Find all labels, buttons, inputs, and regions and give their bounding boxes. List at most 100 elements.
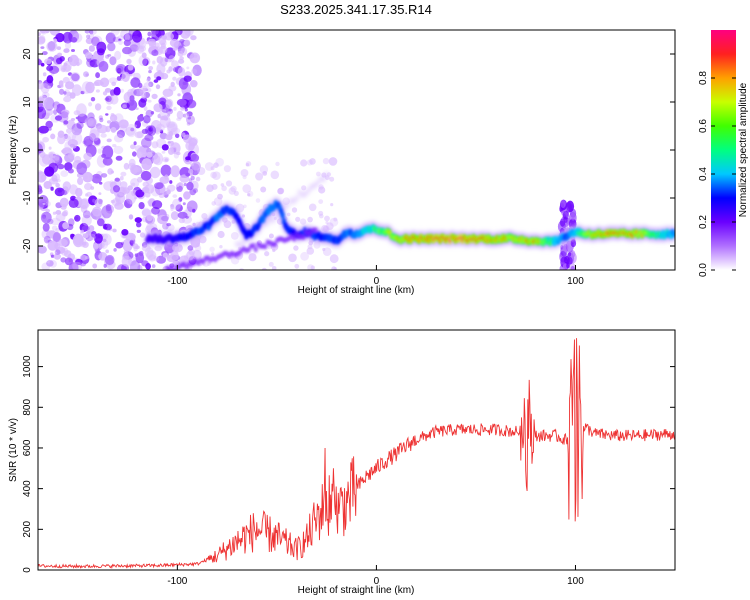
noise-speckle [121,71,130,83]
noise-speckle [82,171,93,183]
snr-x-ticks: -100 0 100 [167,565,584,587]
noise-speckle [161,150,166,154]
noise-speckle [243,204,247,209]
noise-speckle [242,184,252,194]
noise-speckle [167,123,178,136]
noise-speckle [189,173,193,176]
noise-speckle [107,42,116,52]
noise-speckle [141,128,149,135]
y-tick-label: 1000 [22,355,33,378]
noise-speckle [123,162,130,170]
noise-speckle [150,186,161,197]
noise-speckle [67,218,75,227]
noise-speckle [153,256,160,262]
noise-speckle [185,172,191,177]
noise-speckle [69,72,81,83]
colorbar-tick-label: 0.2 [698,215,709,229]
noise-speckle [294,263,300,269]
noise-speckle [70,143,77,149]
noise-speckle [156,56,163,64]
noise-speckle [119,176,124,181]
x-tick-label: 0 [374,576,380,587]
noise-speckle [105,95,112,103]
noise-speckle [129,260,141,270]
ridge-blob [251,242,256,249]
noise-speckle [197,167,206,175]
noise-speckle [44,166,55,177]
noise-speckle [179,39,185,44]
colorbar-gradient [711,30,736,270]
x-tick-label: -100 [167,276,187,287]
noise-speckle [189,52,201,64]
ridge-halo-blob [238,242,242,249]
noise-speckle [145,125,154,136]
noise-speckle [213,197,223,206]
noise-speckle [97,148,103,154]
noise-speckle [166,189,171,195]
noise-speckle [114,50,122,61]
noise-speckle [43,235,51,244]
noise-speckle [192,208,196,213]
noise-speckle [71,49,75,52]
noise-speckle [109,94,119,105]
ridge-halo-blob [282,202,287,209]
noise-speckle [149,40,157,50]
noise-speckle [308,240,314,246]
ridge-halo-blob [312,182,317,189]
noise-speckle [148,70,152,74]
noise-speckle [82,233,89,239]
noise-speckle [98,192,102,196]
noise-speckle [145,263,152,270]
y-tick-label: 400 [22,480,33,497]
noise-speckle [116,65,124,73]
noise-speckle [170,127,181,135]
noise-speckle [88,225,95,232]
noise-speckle [167,147,175,155]
ridge-halo-blob [270,217,275,224]
noise-speckle [165,98,174,109]
noise-speckle [83,152,93,161]
y-tick-label: 600 [22,439,33,456]
noise-speckle [55,32,65,43]
noise-speckle [192,64,202,77]
noise-speckle [127,64,134,71]
noise-speckle [124,33,130,41]
noise-speckle [147,99,152,103]
noise-speckle [94,103,102,111]
noise-speckle [66,148,74,156]
noise-speckle [131,182,136,186]
noise-speckle [38,125,49,134]
noise-speckle [170,205,175,210]
noise-speckle [130,178,140,188]
noise-speckle [157,114,161,119]
ridge-halo-blob [291,198,296,205]
noise-speckle [66,91,72,97]
noise-speckle [211,201,216,206]
noise-speckle [210,166,215,171]
noise-speckle [162,252,168,258]
noise-speckle [113,185,120,193]
noise-speckle [206,184,214,192]
noise-speckle [301,185,307,191]
noise-speckle [178,197,183,202]
noise-speckle [48,151,54,159]
noise-speckle [316,171,321,177]
noise-speckle [50,254,55,258]
noise-speckle [67,152,75,160]
noise-speckle [300,159,308,167]
noise-speckle [85,81,95,94]
noise-speckle [52,231,62,243]
noise-speckle [173,106,177,111]
noise-speckle [40,174,47,181]
noise-speckle [123,249,129,255]
noise-speckle [45,239,49,243]
noise-speckle [255,198,261,203]
colorbar-tick-label: 0.6 [698,119,709,133]
noise-speckle [90,231,97,238]
noise-speckle [48,146,52,150]
noise-speckle [54,249,61,255]
snr-y-ticks: 0 200 400 600 800 1000 [22,355,675,573]
noise-speckle [192,249,202,260]
ridge-halo-blob [324,171,329,178]
